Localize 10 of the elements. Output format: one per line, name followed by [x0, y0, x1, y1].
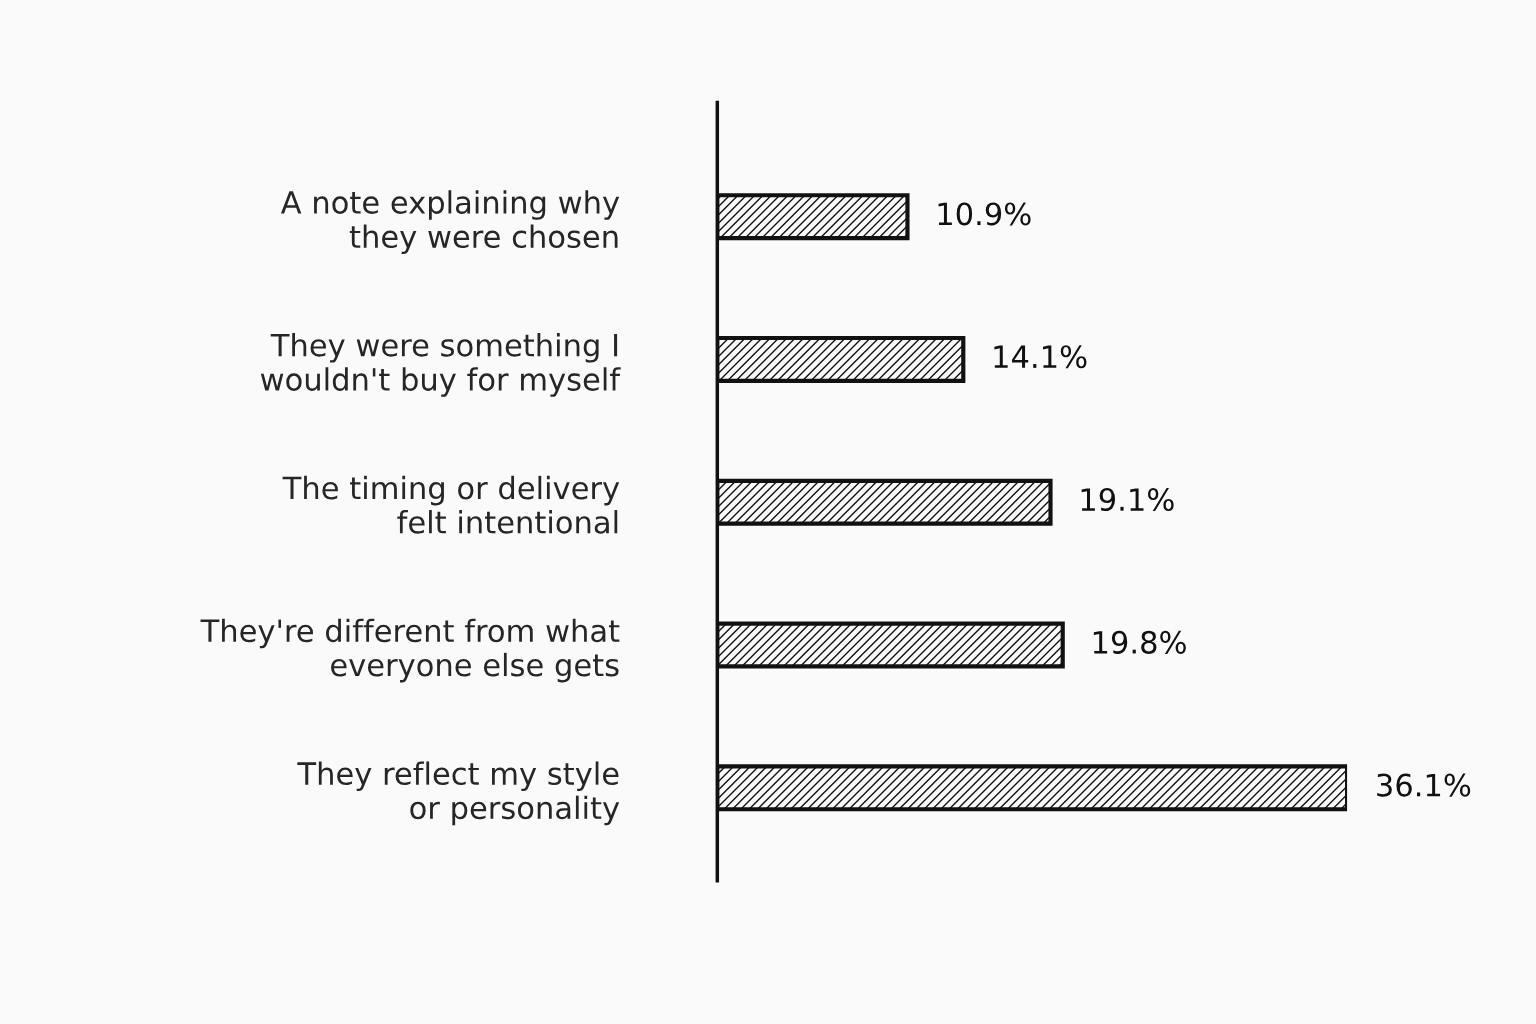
y-tick-label: A note explaining why they were chosen	[280, 190, 620, 255]
y-tick-label: The timing or delivery felt intentional	[282, 475, 620, 534]
y-tick-label: They're different from what everyone else gets	[200, 618, 620, 683]
data-label: 19.8%	[1093, 630, 1186, 654]
y-tick-label: They were something I wouldn't buy for myself	[260, 333, 621, 397]
y-tick-label: They reflect my style or personality	[297, 761, 620, 826]
data-label: 19.1%	[1081, 487, 1174, 512]
data-label: 14.1%	[994, 345, 1087, 369]
data-label: 10.9%	[938, 202, 1031, 226]
data-label: 36.1%	[1377, 773, 1471, 797]
